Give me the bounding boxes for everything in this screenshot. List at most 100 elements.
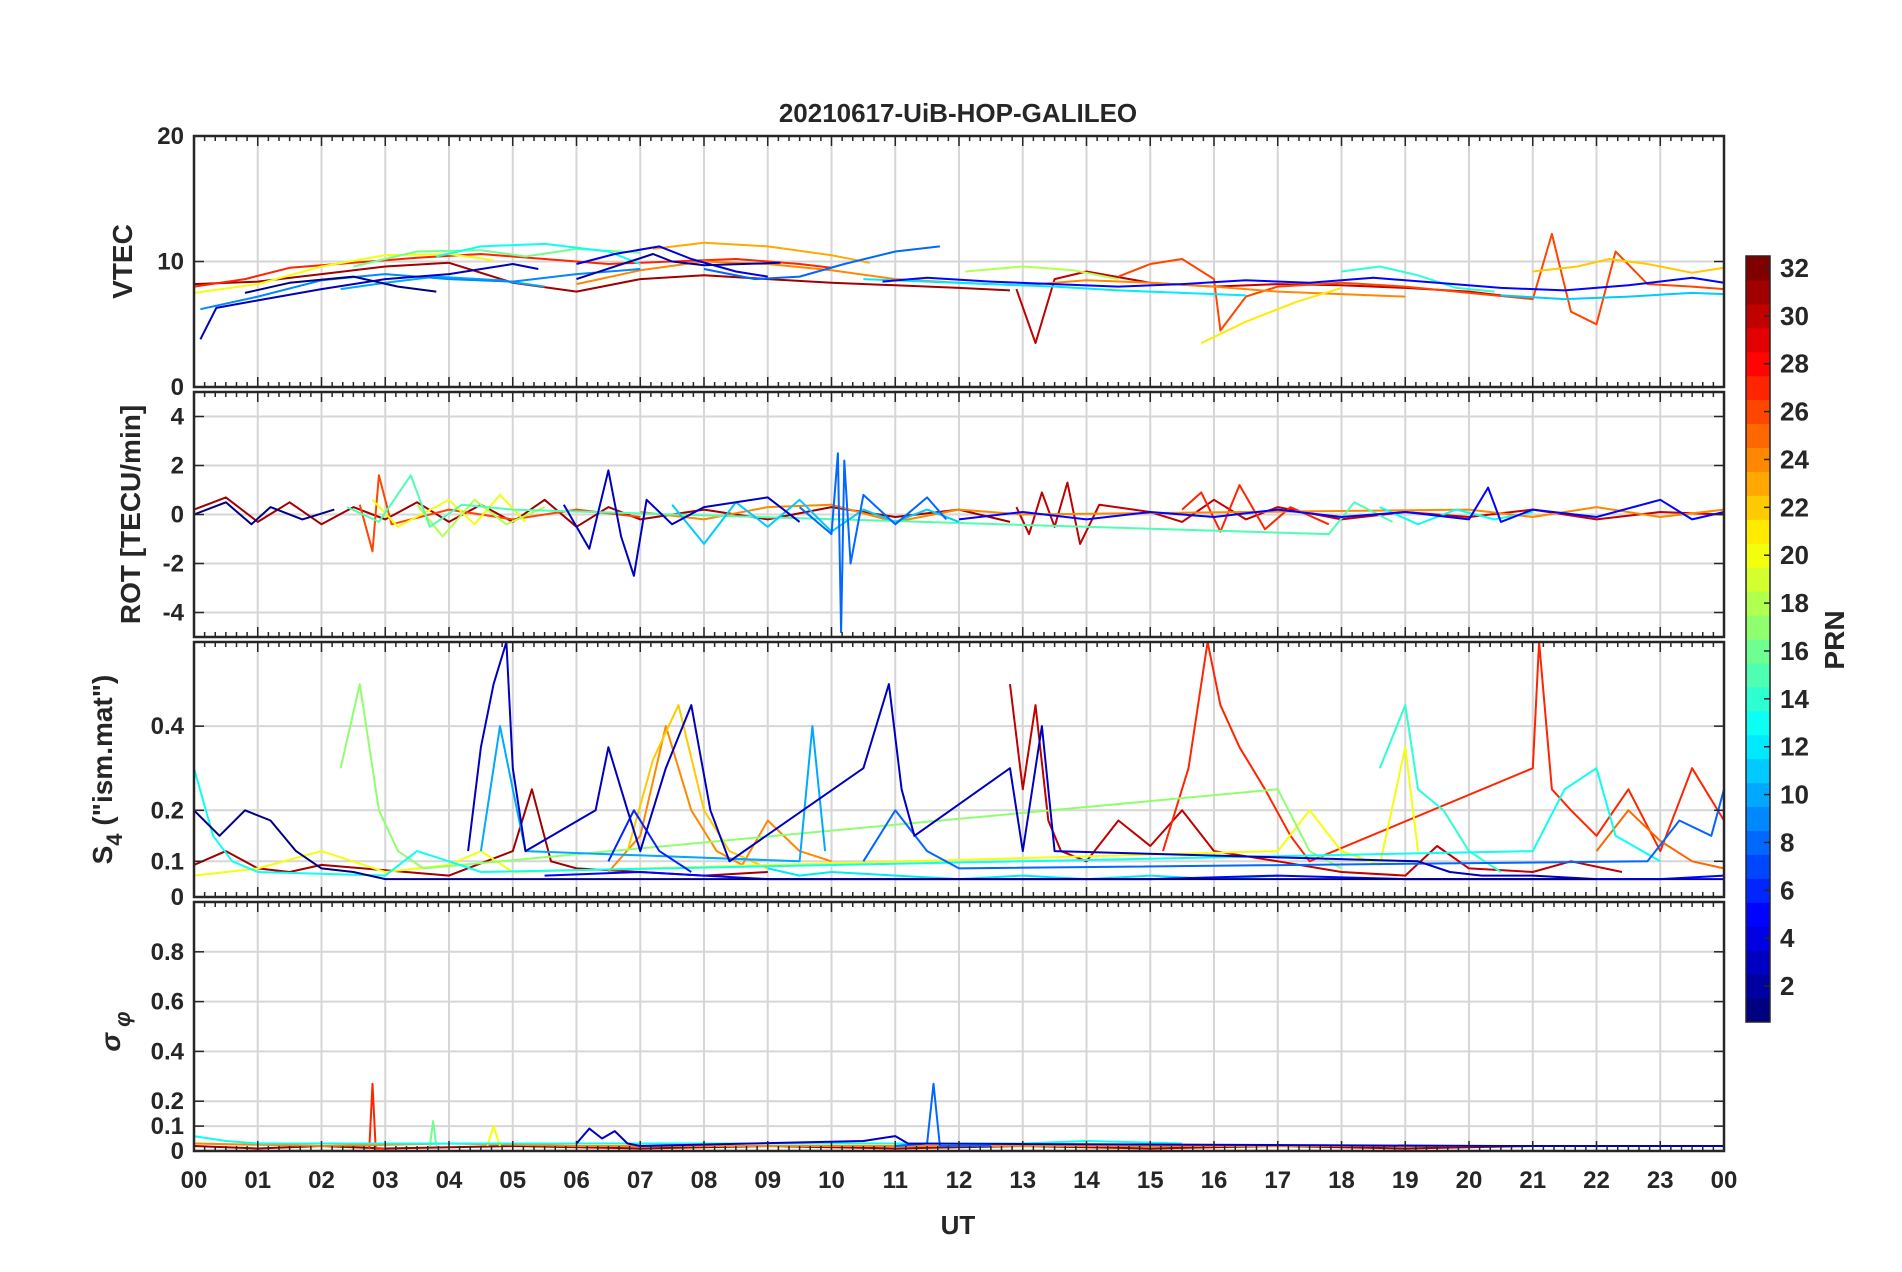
colorbar-label: PRN xyxy=(1819,610,1850,669)
colorbar-swatch xyxy=(1746,615,1770,640)
x-tick-label: 10 xyxy=(818,1167,845,1194)
x-tick-label: 08 xyxy=(691,1167,718,1194)
x-tick-label: 00 xyxy=(181,1167,208,1194)
vtec-series-prn-5 xyxy=(882,276,1725,292)
colorbar-tick-label: 6 xyxy=(1780,875,1794,905)
x-tick-label: 14 xyxy=(1073,1167,1100,1194)
vtec-series-prn-10 xyxy=(340,275,545,291)
sigma-tick-label: 0.8 xyxy=(151,939,184,966)
x-tick-label: 03 xyxy=(372,1167,399,1194)
vtec-series-prn-21 xyxy=(1200,286,1342,345)
vtec-series-prn-2 xyxy=(576,253,781,281)
x-tick-label: 06 xyxy=(563,1167,590,1194)
sigma-tick-label: 0 xyxy=(171,1138,184,1165)
colorbar-swatch xyxy=(1746,806,1770,831)
vtec-series-prn-23 xyxy=(652,241,870,264)
x-axis-label: UT xyxy=(941,1210,976,1240)
colorbar-swatch xyxy=(1746,854,1770,879)
colorbar-frame xyxy=(1745,255,1771,1023)
s4-tick-label: 0 xyxy=(171,884,184,911)
x-tick-label: 21 xyxy=(1519,1167,1546,1194)
colorbar-swatch xyxy=(1746,471,1770,496)
sigma-tick-label: 0.2 xyxy=(151,1088,184,1115)
colorbar-swatch xyxy=(1746,710,1770,736)
s4-series-prn-25 xyxy=(1595,809,1725,870)
rot-series-prn-27 xyxy=(1181,484,1330,533)
x-tick-label: 13 xyxy=(1009,1167,1036,1194)
x-tick-label: 11 xyxy=(883,1167,908,1194)
rot-tick-label: 0 xyxy=(171,502,184,529)
vtec-series-prn-4 xyxy=(576,245,768,278)
x-tick-label: 17 xyxy=(1264,1167,1291,1194)
colorbar-tick-label: 26 xyxy=(1780,397,1809,427)
rot-tick-label: -4 xyxy=(163,600,185,627)
colorbar-tick-label: 2 xyxy=(1780,971,1794,1001)
rot-series-prn-18 xyxy=(416,498,546,538)
colorbar-tick-label: 14 xyxy=(1780,684,1809,714)
rot-series-prn-8 xyxy=(798,452,948,634)
x-tick-label: 05 xyxy=(499,1167,526,1194)
vtec-panel: 0 10 20 VTEC xyxy=(107,123,1726,401)
vtec-tick-label: 0 xyxy=(171,374,184,401)
vtec-series-prn-8 xyxy=(703,245,941,281)
sigma-tick-label: 0.1 xyxy=(151,1113,184,1140)
s4-series-prn-17 xyxy=(339,683,1342,870)
vtec-series-prn-27 xyxy=(193,253,832,288)
s4-series-prn-8 xyxy=(862,789,1725,870)
s4-series-prn-1 xyxy=(193,809,1597,881)
x-tick-label: 09 xyxy=(754,1167,781,1194)
x-tick-label: 20 xyxy=(1456,1167,1483,1194)
vtec-series-prn-12 xyxy=(863,278,1246,297)
vtec-series-prn-11 xyxy=(1500,291,1725,301)
vtec-series-prn-1 xyxy=(244,275,437,294)
x-tick-label: 16 xyxy=(1201,1167,1228,1194)
vtec-series-prn-14 xyxy=(1341,265,1495,293)
vtec-series-prn-20 xyxy=(193,253,494,294)
x-tick-label: 19 xyxy=(1392,1167,1419,1194)
vtec-axis-label: VTEC xyxy=(107,224,138,299)
colorbar-tick-label: 20 xyxy=(1780,540,1809,570)
s4-tick-label: 0.4 xyxy=(151,713,185,740)
x-tick-label: 07 xyxy=(627,1167,654,1194)
vtec-series-prn-3 xyxy=(199,263,539,340)
rot-series-prn-11 xyxy=(671,498,960,545)
x-tick-label: 15 xyxy=(1137,1167,1164,1194)
s4-series-prn-30 xyxy=(1009,683,1623,877)
vtec-tick-label: 20 xyxy=(157,123,184,150)
colorbar-tick-label: 18 xyxy=(1780,588,1809,618)
colorbar-tick-label: 32 xyxy=(1780,253,1809,283)
colorbar-swatch xyxy=(1746,902,1770,927)
x-tick-label: 23 xyxy=(1647,1167,1674,1194)
rot-axis-label: ROT [TECU/min] xyxy=(115,405,146,624)
colorbar-tick-label: 4 xyxy=(1780,923,1795,953)
x-tick-label: 00 xyxy=(1711,1167,1738,1194)
sigma-series-prn-27 xyxy=(368,1082,386,1150)
vtec-series-prn-31 xyxy=(193,261,1011,293)
colorbar-tick-label: 12 xyxy=(1780,732,1809,762)
rot-series-prn-24 xyxy=(640,503,1725,523)
colorbar-swatch xyxy=(1746,998,1770,1023)
colorbar-swatch xyxy=(1746,567,1770,592)
vtec-series-prn-18 xyxy=(965,265,1119,281)
colorbar-tick-label: 8 xyxy=(1780,827,1794,857)
colorbar-swatch xyxy=(1746,662,1770,688)
x-tick-label: 02 xyxy=(308,1167,335,1194)
x-tick-label: 22 xyxy=(1583,1167,1610,1194)
x-tick-label: 12 xyxy=(946,1167,973,1194)
colorbar-swatch xyxy=(1746,279,1770,305)
x-tick-label: 01 xyxy=(244,1167,271,1194)
s4-tick-label: 0.1 xyxy=(151,848,184,875)
sigma-tick-label: 0.6 xyxy=(151,989,184,1016)
rot-series-prn-20 xyxy=(371,493,527,528)
rot-tick-label: 2 xyxy=(171,453,184,480)
rot-series-prn-3 xyxy=(562,469,801,577)
s4-series-prn-22 xyxy=(626,704,769,870)
x-axis: 00 01 02 03 04 05 06 07 08 09 10 11 12 13 14 15 16 17 18 19… xyxy=(181,1167,1738,1194)
s4-tick-label: 0.2 xyxy=(151,797,184,824)
sigma-series-prn-16 xyxy=(428,1120,438,1147)
colorbar-swatch xyxy=(1746,327,1770,353)
vtec-tick-label: 10 xyxy=(157,249,184,276)
s4-series-prn-14 xyxy=(1378,704,1502,873)
sigma-series-prn-20 xyxy=(486,1125,501,1147)
